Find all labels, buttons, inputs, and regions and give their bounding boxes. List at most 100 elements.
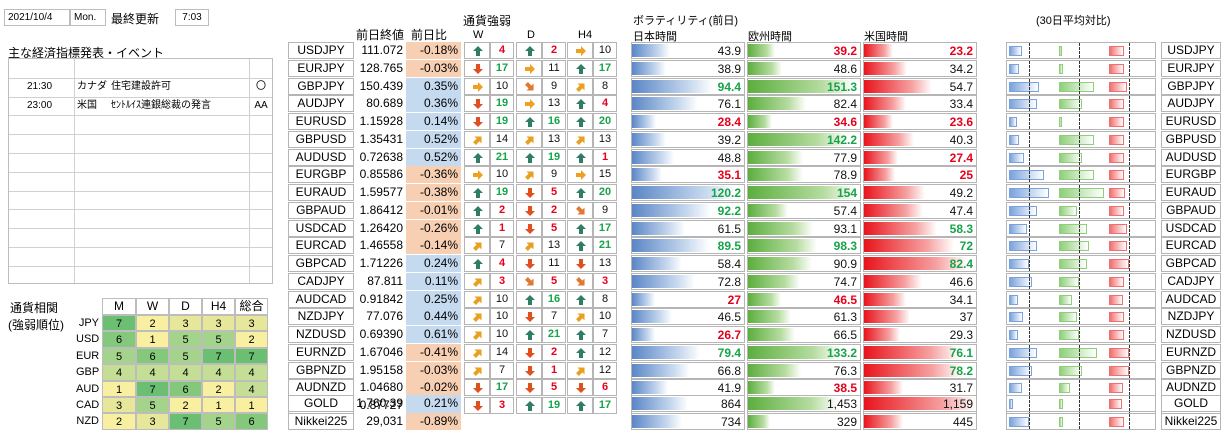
pair-symbol-right[interactable]: GBPCAD	[1161, 255, 1221, 272]
pair-symbol-right[interactable]: USDCAD	[1161, 220, 1221, 237]
pair-symbol[interactable]: NZDJPY	[288, 308, 354, 325]
h-rank: 17	[593, 397, 617, 414]
avg-bar	[1059, 64, 1063, 74]
pair-symbol[interactable]: AUDUSD	[288, 149, 354, 166]
pair-symbol[interactable]: AUDCAD	[288, 291, 354, 308]
pair-symbol-right[interactable]: EURAUD	[1161, 184, 1221, 201]
pair-symbol-right[interactable]: EURNZD	[1161, 344, 1221, 361]
pair-symbol-right[interactable]: CADJPY	[1161, 273, 1221, 290]
pair-symbol-right[interactable]: GBPUSD	[1161, 131, 1221, 148]
trend-arrow-icon	[472, 152, 484, 164]
pair-symbol-right[interactable]: GBPNZD	[1161, 362, 1221, 379]
tokyo-vol: 27	[631, 291, 745, 308]
us-vol: 31.7	[863, 379, 977, 396]
index-symbol[interactable]: Nikkei225	[288, 413, 354, 430]
pair-symbol[interactable]: EURGBP	[288, 166, 354, 183]
pair-symbol-right[interactable]: NZDUSD	[1161, 326, 1221, 343]
pair-symbol-right[interactable]: AUDNZD	[1161, 379, 1221, 396]
h-arrow-cell	[567, 42, 593, 59]
events-table: 21:30 カナダ 住宅建設許可 〇 23:00 米国 ｾﾝﾄﾙｲｽ連銀総裁の発言 AA	[8, 58, 273, 284]
trend-arrow-icon	[524, 134, 536, 146]
w-arrow-cell	[464, 379, 490, 396]
pair-symbol-right[interactable]: AUDCAD	[1161, 291, 1221, 308]
avg-marker	[1029, 79, 1030, 94]
europe-vol: 38.5	[747, 379, 861, 396]
avg-marker	[1029, 114, 1030, 129]
us-vol: 25	[863, 166, 977, 183]
strength-head: 通貨強弱	[463, 14, 512, 28]
pair-symbol[interactable]: USDCAD	[288, 220, 354, 237]
avg-bar	[1109, 312, 1124, 322]
pair-symbol[interactable]: EURJPY	[288, 60, 354, 77]
avg-bar	[1059, 330, 1079, 340]
vol-bar	[864, 275, 922, 288]
w-arrow-cell	[464, 166, 490, 183]
avg-compare	[1006, 202, 1156, 219]
pair-symbol[interactable]: GBPAUD	[288, 202, 354, 219]
pair-symbol[interactable]: GBPNZD	[288, 362, 354, 379]
w-rank: 14	[490, 131, 514, 148]
pair-symbol[interactable]: GBPJPY	[288, 78, 354, 95]
pair-symbol[interactable]: EURUSD	[288, 113, 354, 130]
pair-symbol-right[interactable]: EURCAD	[1161, 237, 1221, 254]
index-symbol-right[interactable]: GOLD	[1161, 395, 1221, 412]
europe-vol: 61.3	[747, 308, 861, 325]
avg-bar	[1059, 188, 1104, 198]
vol-value: 76.1	[949, 346, 973, 360]
vol-bar	[864, 97, 906, 110]
trend-arrow-icon	[524, 347, 536, 359]
avg-bar	[1009, 330, 1018, 340]
trend-arrow-icon	[472, 400, 484, 412]
avg-marker	[1079, 132, 1080, 147]
pair-symbol[interactable]: CADJPY	[288, 273, 354, 290]
pair-symbol-right[interactable]: EURGBP	[1161, 166, 1221, 183]
h-arrow-cell	[567, 149, 593, 166]
europe-vol: 76.3	[747, 362, 861, 379]
pair-symbol-right[interactable]: NZDJPY	[1161, 308, 1221, 325]
pair-symbol[interactable]: GBPCAD	[288, 255, 354, 272]
pair-symbol-right[interactable]: GBPAUD	[1161, 202, 1221, 219]
vol-value: 34.6	[833, 115, 857, 129]
index-symbol-right[interactable]: Nikkei225	[1161, 413, 1221, 430]
vol-bar	[864, 257, 967, 270]
pair-symbol[interactable]: USDJPY	[288, 42, 354, 59]
avg-bar	[1059, 366, 1082, 376]
pair-symbol[interactable]: GBPUSD	[288, 131, 354, 148]
vol-value: 77.9	[833, 151, 857, 165]
trend-arrow-icon	[575, 258, 587, 270]
trend-arrow-icon	[472, 205, 484, 217]
vol-value: 58.3	[949, 222, 973, 236]
vol-value: 154	[836, 186, 857, 200]
avg-bar	[1109, 64, 1124, 74]
pair-symbol-right[interactable]: EURUSD	[1161, 113, 1221, 130]
index-symbol[interactable]: GOLD	[288, 395, 354, 412]
prev-close-head: 前日終値	[356, 28, 405, 42]
pair-symbol[interactable]: AUDJPY	[288, 95, 354, 112]
corr-cell: 3	[169, 315, 202, 332]
pair-symbol[interactable]: EURCAD	[288, 237, 354, 254]
avg-marker	[1129, 203, 1130, 218]
avg-marker	[1079, 309, 1080, 324]
d-arrow-cell	[516, 273, 542, 290]
pair-symbol-right[interactable]: EURJPY	[1161, 60, 1221, 77]
pair-symbol-right[interactable]: AUDJPY	[1161, 95, 1221, 112]
pair-symbol[interactable]: EURNZD	[288, 344, 354, 361]
d-arrow-cell	[516, 379, 542, 396]
trend-arrow-icon	[575, 400, 587, 412]
corr-cell: 2	[202, 380, 235, 397]
pair-symbol[interactable]: EURAUD	[288, 184, 354, 201]
pair-symbol-right[interactable]: USDJPY	[1161, 42, 1221, 59]
vol-value: 27	[727, 293, 741, 307]
vol-bar	[864, 151, 899, 164]
tokyo-vol: 48.8	[631, 149, 745, 166]
pair-symbol-right[interactable]: GBPJPY	[1161, 78, 1221, 95]
w-arrow-cell	[464, 149, 490, 166]
vol-bar	[864, 364, 962, 377]
pair-symbol[interactable]: NZDUSD	[288, 326, 354, 343]
vol-bar	[864, 239, 954, 252]
corr-row-label: USD	[76, 333, 100, 346]
pair-symbol[interactable]: AUDNZD	[288, 379, 354, 396]
pair-symbol-right[interactable]: AUDUSD	[1161, 149, 1221, 166]
h-rank: 21	[593, 237, 617, 254]
